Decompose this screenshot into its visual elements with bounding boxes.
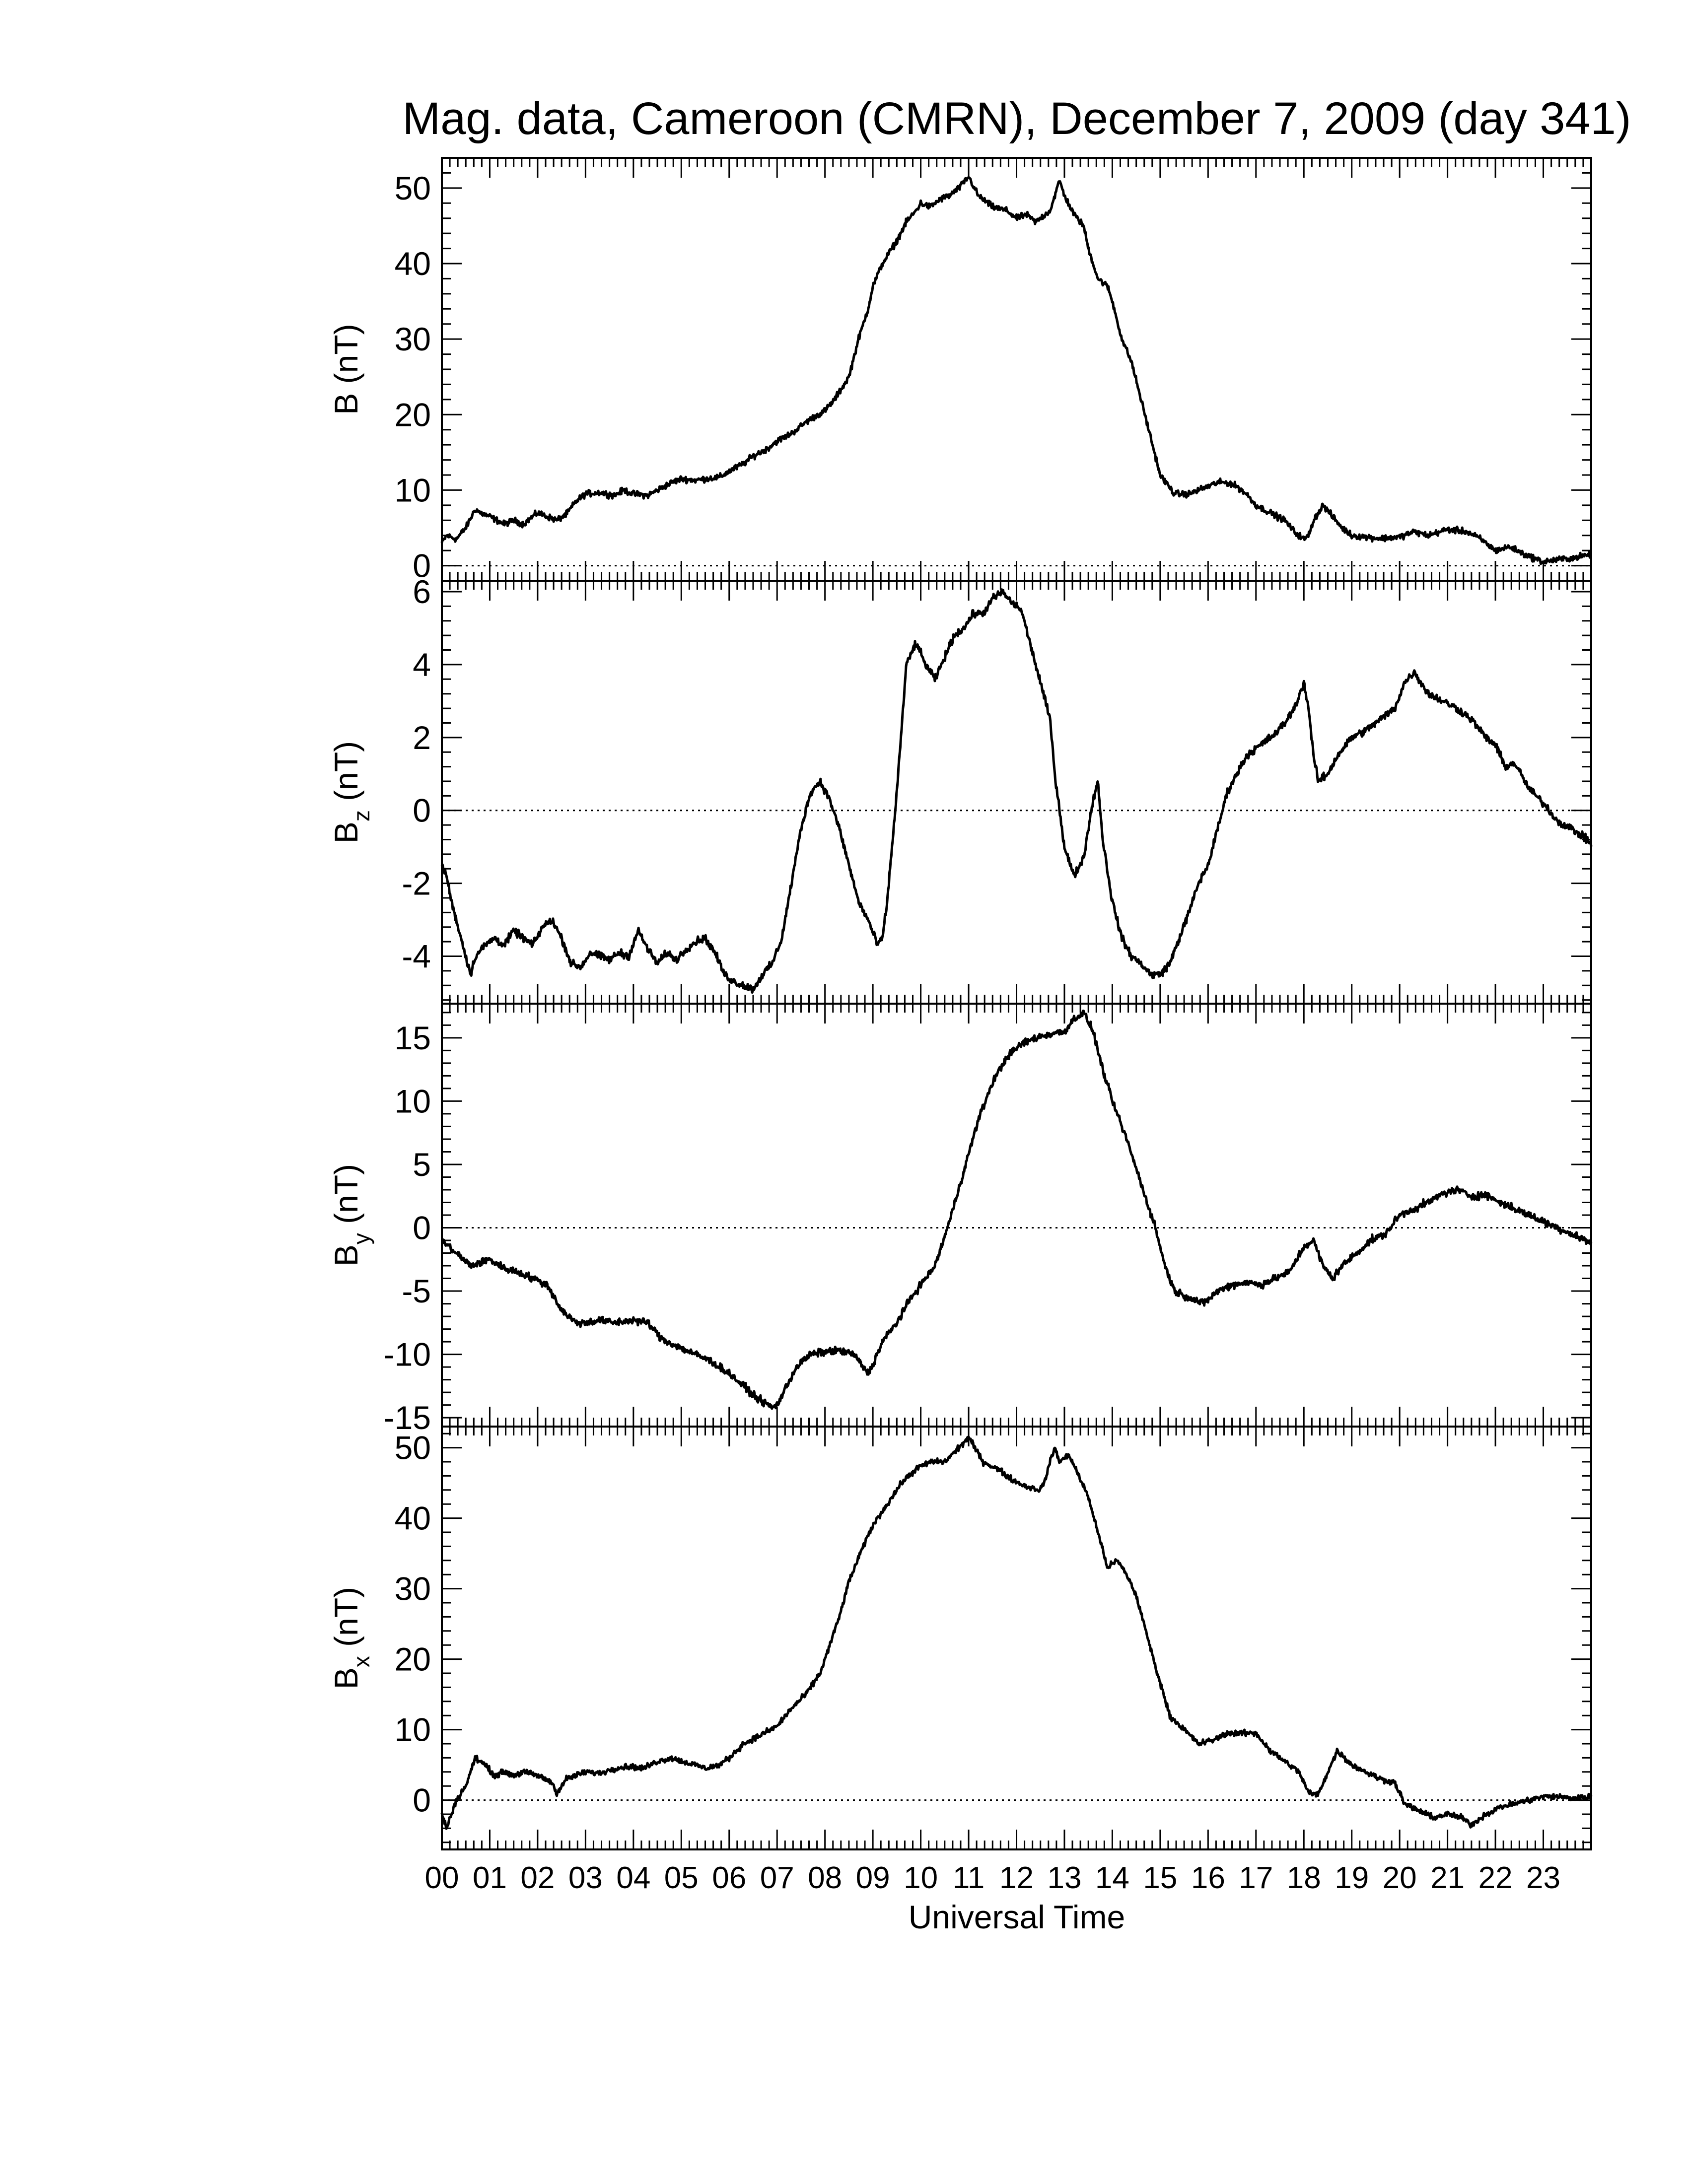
- x-tick-label: 21: [1430, 1861, 1465, 1895]
- x-tick-label: 14: [1095, 1861, 1129, 1895]
- x-tick-label: 02: [520, 1861, 555, 1895]
- x-tick-label: 10: [904, 1861, 938, 1895]
- x-tick-label: 19: [1335, 1861, 1369, 1895]
- x-tick-label: 20: [1383, 1861, 1417, 1895]
- x-tick-label: 08: [808, 1861, 842, 1895]
- x-tick-label: 09: [856, 1861, 890, 1895]
- y-tick-label: 0: [413, 547, 431, 584]
- y-tick-label: -2: [402, 865, 431, 902]
- y-tick-label: 50: [395, 1430, 431, 1466]
- y-tick-label: -15: [384, 1399, 431, 1436]
- panel-frame: [441, 1003, 1592, 1428]
- y-axis-title-unit: (nT): [328, 1164, 364, 1233]
- y-tick-label: 30: [395, 1570, 431, 1607]
- x-axis-tick-labels: 00 01 02 03 04 05 06 07 08 09 10 11 12 13 14 15 16 17 18 19…: [425, 1861, 1561, 1895]
- y-tick-label: 2: [413, 719, 431, 756]
- y-tick-label: -5: [402, 1273, 431, 1309]
- x-tick-label: 01: [473, 1861, 507, 1895]
- y-axis-title-unit: (nT): [328, 741, 364, 810]
- y-axis-title: B (nT): [328, 324, 364, 414]
- y-axis-title-unit: (nT): [328, 1587, 364, 1656]
- panel-frame: [441, 1426, 1592, 1850]
- y-axis-title-symbol: B: [328, 1667, 364, 1689]
- x-axis-title: Universal Time: [909, 1899, 1125, 1935]
- y-axis-title-symbol: B: [328, 1244, 364, 1266]
- x-tick-label: 15: [1143, 1861, 1177, 1895]
- x-tick-label: 06: [712, 1861, 746, 1895]
- y-tick-label: 20: [395, 1641, 431, 1678]
- y-tick-label: 50: [395, 170, 431, 206]
- x-tick-label: 13: [1047, 1861, 1081, 1895]
- panel-2: -4 -2 0 2 4 6 Bz (nT): [328, 573, 1593, 1005]
- y-tick-label: 5: [413, 1146, 431, 1183]
- y-axis-title-subscript: x: [349, 1656, 374, 1667]
- y-tick-label: 6: [413, 573, 431, 610]
- data-series-line: [440, 1435, 1593, 1830]
- x-tick-label: 03: [568, 1861, 603, 1895]
- x-tick-label: 23: [1526, 1861, 1560, 1895]
- y-axis-title-symbol: B: [328, 393, 364, 415]
- x-tick-label: 18: [1287, 1861, 1321, 1895]
- y-axis-title: Bz (nT): [328, 741, 374, 843]
- panel-frame: [441, 157, 1592, 582]
- x-tick-label: 12: [999, 1861, 1034, 1895]
- x-tick-label: 17: [1239, 1861, 1273, 1895]
- y-tick-label: 40: [395, 1500, 431, 1537]
- y-axis-title-symbol: B: [328, 821, 364, 843]
- panel-frame: [441, 580, 1592, 1005]
- y-tick-label: 4: [413, 646, 431, 683]
- y-axis-title: By (nT): [328, 1164, 374, 1266]
- x-tick-label: 16: [1191, 1861, 1225, 1895]
- y-tick-label: 10: [395, 1711, 431, 1748]
- panel-1: 0 10 20 30 40 50 B (nT): [328, 157, 1592, 584]
- x-tick-label: 11: [953, 1861, 985, 1895]
- y-tick-label: 0: [413, 1210, 431, 1246]
- y-tick-label: 0: [413, 792, 431, 829]
- y-axis-title-subscript: y: [349, 1233, 374, 1244]
- chart-title: Mag. data, Cameroon (CMRN), December 7, …: [403, 93, 1631, 144]
- x-tick-label: 07: [760, 1861, 794, 1895]
- x-tick-label: 04: [616, 1861, 650, 1895]
- panel-3: -15 -10 -5 0 5 10 15 By (nT): [328, 1003, 1593, 1436]
- data-series-line: [440, 176, 1592, 565]
- panel-4: 0 10 20 30 40 50 Bx (nT): [328, 1426, 1593, 1850]
- x-tick-label: 00: [425, 1861, 459, 1895]
- y-tick-label: 15: [395, 1020, 431, 1056]
- x-tick-label: 22: [1478, 1861, 1513, 1895]
- y-axis-title: Bx (nT): [328, 1587, 374, 1689]
- y-axis-title-subscript: z: [349, 810, 374, 821]
- y-tick-label: 40: [395, 245, 431, 282]
- y-tick-label: 10: [395, 1083, 431, 1119]
- y-tick-label: 10: [395, 472, 431, 508]
- y-tick-label: 30: [395, 321, 431, 357]
- y-tick-label: 20: [395, 396, 431, 433]
- y-tick-label: 0: [413, 1782, 431, 1819]
- data-series-line: [441, 1010, 1593, 1410]
- x-tick-label: 05: [664, 1861, 699, 1895]
- y-tick-label: -10: [384, 1336, 431, 1373]
- data-series-line: [440, 588, 1593, 994]
- y-axis-title-unit: (nT): [328, 324, 364, 393]
- y-tick-label: -4: [402, 938, 431, 975]
